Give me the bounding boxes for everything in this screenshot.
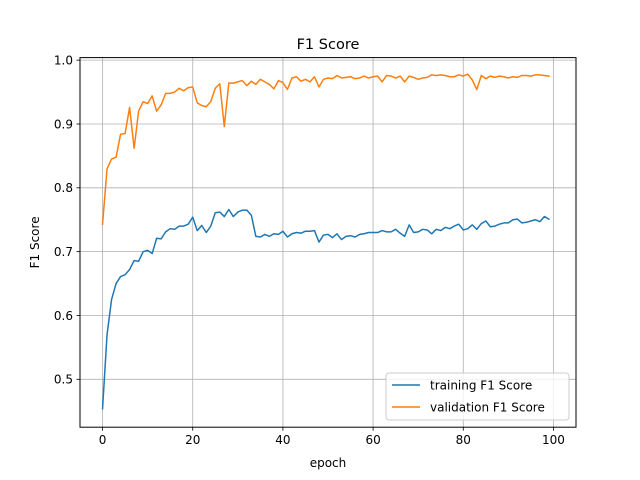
y-tick-label: 0.5 [54,373,73,387]
plot-lines [101,73,550,410]
x-axis: 0 20 40 60 80 100 [99,427,565,447]
x-tick-label: 60 [365,433,380,447]
y-axis: 0.5 0.6 0.7 0.8 0.9 1.0 [54,53,80,387]
x-tick-label: 0 [99,433,107,447]
y-tick-label: 1.0 [54,53,73,67]
y-tick-label: 0.6 [54,309,73,323]
grid [80,57,576,428]
legend-box [385,372,570,421]
x-tick-label: 100 [542,433,565,447]
validation-f1-line [101,73,550,226]
legend: training F1 Score validation F1 Score [385,372,570,421]
legend-label-validation: validation F1 Score [430,401,545,415]
x-tick-label: 20 [185,433,200,447]
y-axis-label: F1 Score [28,216,42,268]
y-tick-label: 0.9 [54,117,73,131]
x-axis-label: epoch [310,456,347,470]
chart-title: F1 Score [297,37,360,53]
legend-label-training: training F1 Score [430,379,532,393]
x-tick-label: 40 [275,433,290,447]
x-tick-label: 80 [456,433,471,447]
training-f1-line [101,208,550,410]
y-tick-label: 0.7 [54,245,73,259]
plot-frame [79,57,577,428]
y-tick-label: 0.8 [54,181,73,195]
